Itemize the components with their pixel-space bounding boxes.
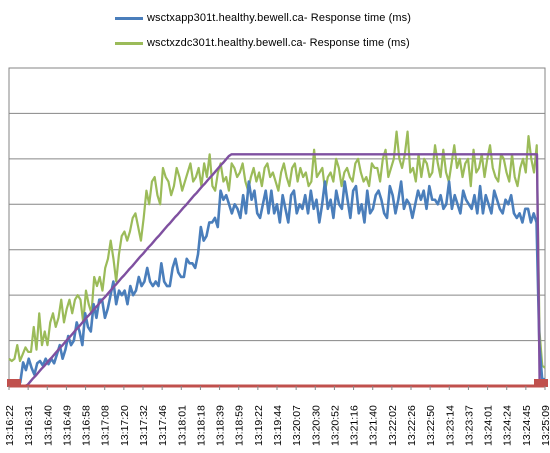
x-axis-ticks: 13:16:22 13:16:31 13:16:40 13:16:49 13:16:58… xyxy=(4,386,550,446)
legend-label-series-2: wsctxzdc301t.healthy.bewell.ca- Response… xyxy=(147,37,410,49)
x-tick-label: 13:19:44 xyxy=(272,405,284,446)
x-tick-label: 13:22:02 xyxy=(387,405,399,446)
x-tick-label: 13:23:14 xyxy=(444,405,456,446)
x-tick-label: 13:16:31 xyxy=(23,405,35,446)
x-tick-label: 13:19:22 xyxy=(253,405,265,446)
plot-area xyxy=(8,67,546,387)
x-tick-label: 13:20:52 xyxy=(329,405,341,446)
x-tick-label: 13:21:16 xyxy=(349,405,361,446)
legend-item-series-1: wsctxapp301t.healthy.bewell.ca- Response… xyxy=(115,10,411,26)
legend-label-series-1: wsctxapp301t.healthy.bewell.ca- Response… xyxy=(147,12,412,24)
baseline-marker-end xyxy=(534,379,548,387)
x-tick-label: 13:18:01 xyxy=(176,405,188,446)
legend-swatch-series-1 xyxy=(115,16,143,20)
x-tick-label: 13:24:45 xyxy=(521,405,533,446)
x-tick-label: 13:18:59 xyxy=(234,405,246,446)
x-tick-label: 13:22:50 xyxy=(425,405,437,446)
x-tick-label: 13:20:30 xyxy=(310,405,322,446)
x-tick-label: 13:24:01 xyxy=(483,405,495,446)
x-tick-label: 13:21:40 xyxy=(368,405,380,446)
x-tick-label: 13:24:24 xyxy=(502,405,514,446)
legend-swatch-series-2 xyxy=(115,41,143,45)
x-tick-label: 13:17:46 xyxy=(157,405,169,446)
x-tick-label: 13:18:39 xyxy=(215,405,227,446)
x-tick-label: 13:16:40 xyxy=(42,405,54,446)
x-tick-label: 13:16:58 xyxy=(81,405,93,446)
x-tick-label: 13:17:32 xyxy=(138,405,150,446)
series-line-ramp xyxy=(9,153,545,388)
x-tick-label: 13:16:49 xyxy=(61,405,73,446)
chart-legend: wsctxapp301t.healthy.bewell.ca- Response… xyxy=(0,0,550,62)
series-lines xyxy=(7,130,548,388)
series-line-wsctxapp301t xyxy=(8,180,545,384)
x-tick-label: 13:22:26 xyxy=(406,405,418,446)
x-tick-label: 13:23:37 xyxy=(463,405,475,446)
x-tick-label: 13:25:09 xyxy=(540,405,550,446)
baseline-marker-start xyxy=(7,379,21,387)
x-tick-label: 13:17:20 xyxy=(119,405,131,446)
x-tick-label: 13:18:18 xyxy=(195,405,207,446)
x-tick-label: 13:20:07 xyxy=(291,405,303,446)
series-line-wsctxzdc301t xyxy=(8,130,546,369)
legend-item-series-2: wsctxzdc301t.healthy.bewell.ca- Response… xyxy=(115,35,410,51)
x-tick-label: 13:16:22 xyxy=(4,405,16,446)
x-tick-label: 13:17:08 xyxy=(100,405,112,446)
